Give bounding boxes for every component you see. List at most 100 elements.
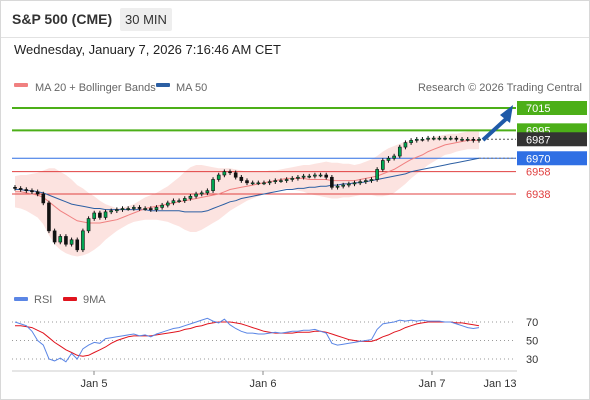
candle-body: [165, 202, 170, 206]
rsi-legend-label: RSI: [34, 294, 52, 306]
candle-body: [431, 137, 436, 140]
price-levels: [12, 107, 516, 195]
candle-body: [69, 239, 74, 245]
candle-body: [307, 175, 312, 178]
candle-body: [211, 179, 215, 191]
candle-body: [81, 230, 85, 251]
ma20-line: [15, 139, 479, 224]
candle-body: [41, 193, 46, 204]
candle-body: [256, 182, 261, 185]
candle-body: [318, 174, 323, 177]
level-label-6938: 6938: [526, 189, 550, 201]
rsi-tick-30: 30: [526, 354, 538, 366]
candle-body: [358, 181, 362, 184]
candle-body: [92, 212, 97, 219]
candle-body: [296, 176, 300, 179]
header-divider: [1, 37, 589, 38]
candle-body: [222, 171, 227, 176]
candle-body: [347, 183, 351, 186]
candle-body: [58, 236, 63, 243]
ma20-legend-label: MA 20 + Bollinger Bands: [35, 82, 156, 94]
candle-body: [228, 171, 232, 174]
candle-body: [47, 202, 51, 232]
candle-body: [392, 155, 396, 159]
rsi-tick-70: 70: [526, 317, 538, 329]
projection-arrow-head: [500, 105, 513, 123]
candle-body: [64, 236, 68, 245]
candle-body: [24, 189, 29, 191]
rsi-tick-50: 50: [526, 336, 538, 348]
candle-body: [279, 180, 283, 182]
ma9-line: [15, 321, 480, 357]
candle-body: [13, 186, 17, 189]
candle-body: [386, 157, 391, 161]
level-label-6970-bg: [517, 151, 587, 166]
candle-body: [454, 137, 459, 140]
candle-body: [75, 239, 80, 251]
candle-body: [149, 208, 153, 210]
candle-body: [233, 172, 238, 178]
candle-body: [420, 138, 425, 141]
candle-body: [30, 190, 34, 193]
x-tick-label: Jan 6: [250, 378, 277, 390]
candle-body: [284, 179, 289, 181]
candle-body: [290, 178, 295, 180]
candle-body: [137, 207, 142, 209]
candle-body: [381, 160, 385, 170]
candle-body: [364, 180, 368, 183]
candle-body: [262, 182, 266, 185]
candle-body: [267, 181, 272, 184]
candle-body: [120, 208, 125, 210]
candle-body: [403, 142, 408, 148]
ma9-legend-label: 9MA: [83, 294, 106, 306]
candle-body: [397, 146, 402, 157]
candle-body: [301, 175, 306, 178]
candle-body: [369, 179, 374, 181]
candle-body: [182, 198, 187, 202]
level-label-7015: 7015: [526, 103, 550, 115]
candle-body: [188, 195, 193, 199]
candle-body: [414, 138, 419, 141]
candle-body: [18, 188, 23, 190]
credit-text: Research © 2026 Trading Central: [418, 82, 582, 94]
projection-arrow-shaft: [481, 117, 508, 142]
candle-body: [35, 191, 40, 195]
x-tick-label: Jan 7: [419, 378, 446, 390]
interval-badge[interactable]: 30 MIN: [120, 8, 172, 31]
level-label-6970: 6970: [526, 153, 550, 165]
instrument-title: S&P 500 (CME): [12, 11, 113, 27]
candle-body: [199, 192, 204, 195]
candle-body: [126, 208, 130, 210]
candle-body: [324, 174, 329, 178]
datetime-label: Wednesday, January 7, 2026 7:16:46 AM CE…: [14, 42, 281, 57]
candle-body: [477, 138, 481, 141]
level-label-7015-bg: [517, 101, 587, 115]
candle-body: [250, 182, 255, 185]
candle-body: [245, 180, 249, 184]
ma50-legend-swatch: [156, 83, 170, 87]
level-label-6987: 6987: [526, 134, 550, 146]
ma50-legend-label: MA 50: [176, 82, 207, 94]
candle-body: [194, 193, 198, 197]
x-tick-label: Jan 13: [483, 378, 516, 390]
candle-body: [103, 211, 108, 218]
candle-body: [132, 207, 136, 209]
candle-body: [448, 137, 453, 140]
rsi-panel: 70 50 30: [12, 317, 538, 366]
candle-body: [143, 208, 147, 210]
candle-body: [341, 184, 345, 187]
candle-body: [330, 176, 334, 188]
header: S&P 500 (CME) 30 MIN: [1, 1, 589, 37]
candle-body: [115, 209, 119, 212]
candle-body: [154, 207, 159, 210]
level-label-6987-bg: [517, 132, 587, 147]
candle-body: [52, 230, 57, 243]
projection-arrow: [481, 105, 513, 142]
candle-body: [335, 185, 340, 188]
rsi-legend-swatch: [14, 297, 28, 301]
candle-body: [443, 137, 447, 140]
candle-body: [471, 138, 476, 141]
candle-body: [426, 137, 430, 140]
